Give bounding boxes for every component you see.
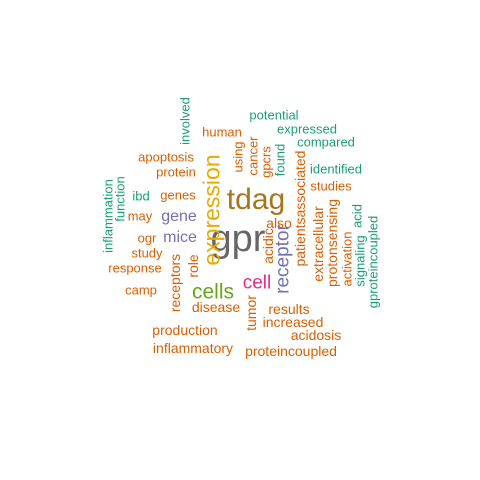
word-also: also (266, 215, 292, 231)
word-gpr: gpr (210, 218, 266, 260)
word-protonsensing: protonsensing (324, 199, 340, 287)
word-expression: expression (198, 154, 225, 266)
word-receptors: receptors (167, 253, 183, 313)
word-tdag: tdag (226, 183, 286, 216)
word-extracellular: extracellular (310, 206, 326, 282)
word-disease: disease (191, 299, 241, 315)
word-patients: patients (292, 217, 308, 267)
word-gpcrs: gpcrs (258, 146, 274, 178)
word-compared: compared (297, 134, 355, 150)
word-genes: genes (160, 187, 196, 203)
word-may: may (127, 208, 153, 224)
word-studies: studies (310, 178, 352, 194)
word-proteincoupled: proteincoupled (245, 343, 337, 359)
word-found: found (272, 143, 288, 177)
word-apoptosis: apoptosis (138, 149, 194, 165)
word-cell: cell (242, 272, 272, 294)
word-human: human (202, 124, 242, 140)
word-involved: involved (177, 97, 193, 145)
word-results: results (268, 301, 310, 317)
word-ibd: ibd (132, 188, 150, 204)
word-potential: potential (249, 107, 299, 123)
word-cells: cells (191, 280, 235, 304)
word-response: response (108, 260, 162, 276)
word-using: using (230, 141, 246, 173)
word-tumor: tumor (243, 295, 259, 331)
word-increased: increased (262, 314, 324, 330)
word-identified: identified (309, 161, 363, 177)
word-role: role (185, 254, 201, 278)
word-mice: mice (163, 229, 197, 246)
word-acidosis: acidosis (290, 327, 342, 343)
word-associated: associated (292, 150, 308, 218)
word-acid: acid (349, 204, 365, 228)
word-study: study (131, 245, 163, 261)
word-inflammatory: inflammatory (152, 340, 234, 356)
word-ogr: ogr (137, 230, 157, 246)
word-expressed: expressed (277, 121, 337, 137)
word-protein: protein (156, 164, 196, 180)
word-function: function (112, 176, 128, 222)
word-production: production (152, 322, 218, 338)
word-receptor: receptor (272, 224, 294, 294)
word-gproteincoupled: gproteincoupled (365, 215, 381, 309)
word-gene: gene (161, 208, 197, 225)
word-camp: camp (125, 282, 157, 298)
word-acidic: acidic (260, 228, 276, 264)
